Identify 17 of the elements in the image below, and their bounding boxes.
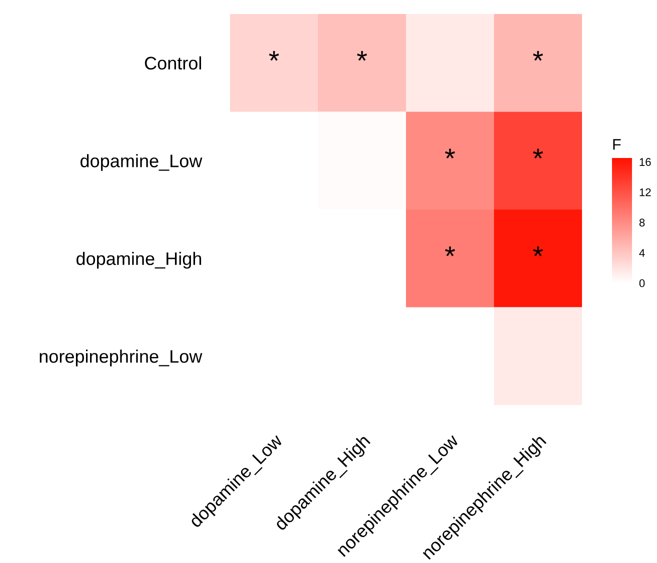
color-bar-label: 0 bbox=[639, 279, 645, 288]
data-label: * bbox=[533, 246, 543, 256]
y-tick-label: norepinephrine_Low bbox=[40, 350, 202, 366]
y-tick-label: dopamine_High bbox=[76, 252, 202, 269]
data-label: * bbox=[445, 246, 455, 256]
y-tick-label: Control bbox=[144, 56, 202, 70]
data-label: * bbox=[357, 50, 367, 61]
color-bar-label: 16 bbox=[640, 158, 651, 166]
color-bar-label: 8 bbox=[639, 218, 645, 227]
y-tick-label: dopamine_Low bbox=[80, 154, 202, 171]
data-label: * bbox=[533, 50, 543, 61]
data-label: * bbox=[445, 148, 455, 158]
color-bar-label: 4 bbox=[639, 249, 645, 257]
color-bar-title: F bbox=[613, 139, 621, 150]
data-label: * bbox=[269, 50, 279, 61]
data-label: * bbox=[533, 148, 543, 158]
color-bar-label: 12 bbox=[640, 188, 651, 196]
